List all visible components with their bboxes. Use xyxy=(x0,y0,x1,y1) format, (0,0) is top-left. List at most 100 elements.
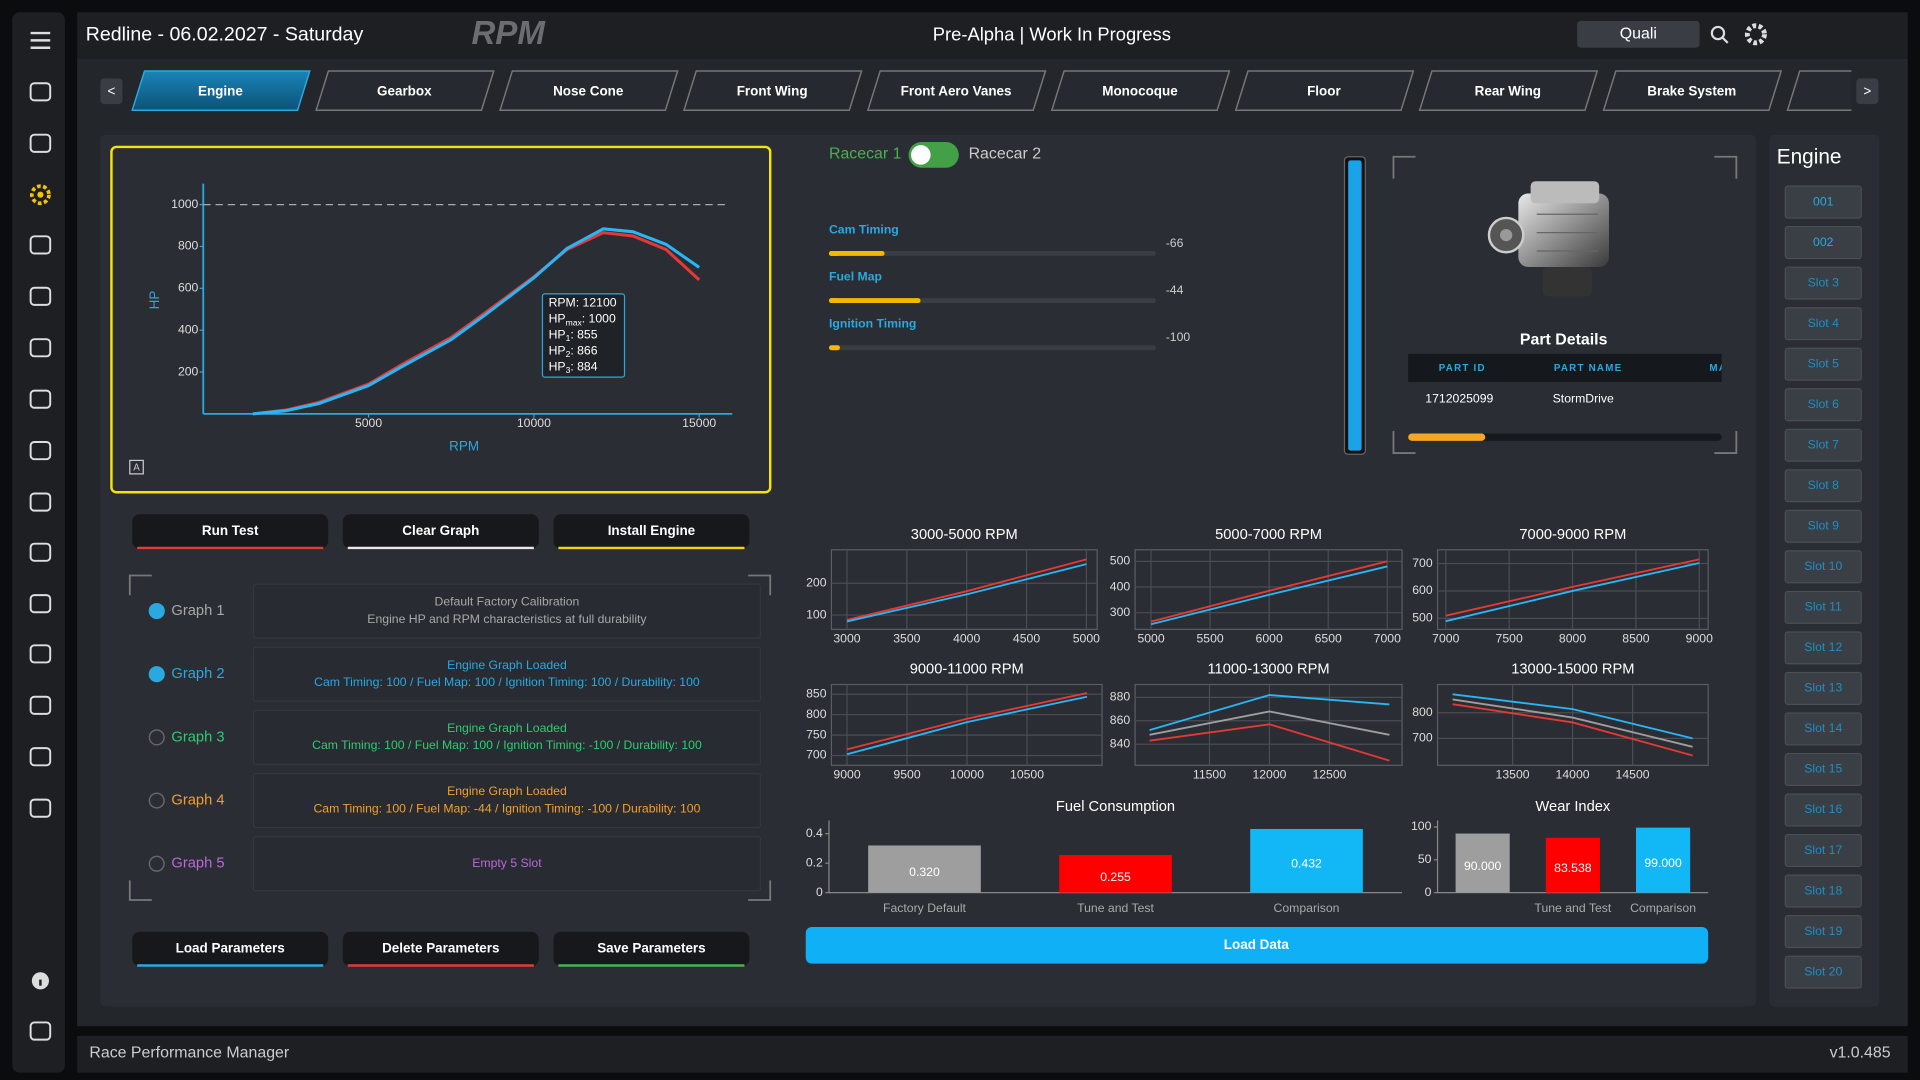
graph-radio[interactable] xyxy=(148,666,165,683)
nav-icon[interactable] xyxy=(29,82,52,102)
nav-icon[interactable] xyxy=(29,644,52,664)
nav-icon[interactable] xyxy=(29,441,52,461)
tab[interactable] xyxy=(1418,70,1599,111)
x-tick-label: Factory Default xyxy=(883,901,967,915)
series-line xyxy=(1150,560,1388,623)
tooltip-row: HP1: 855 xyxy=(549,328,598,344)
action-button[interactable] xyxy=(342,931,539,967)
action-button[interactable] xyxy=(553,931,750,967)
graph-radio[interactable] xyxy=(148,729,165,746)
slider-track[interactable] xyxy=(828,345,1156,351)
tooltip-text: : 884 xyxy=(570,360,597,374)
y-tick-label: 0.2 xyxy=(806,855,823,869)
y-tick-label: 800 xyxy=(1412,705,1433,719)
slot-button[interactable] xyxy=(1784,752,1862,787)
tab[interactable] xyxy=(499,70,679,111)
graph-description: Cam Timing: 100 / Fuel Map: 100 / Igniti… xyxy=(314,675,700,689)
slot-button[interactable] xyxy=(1784,915,1862,949)
x-tick-label: 12000 xyxy=(1252,767,1286,781)
slot-button[interactable] xyxy=(1784,874,1862,908)
tab[interactable] xyxy=(1050,70,1231,111)
tab[interactable] xyxy=(866,70,1047,111)
slot-button[interactable] xyxy=(1784,469,1862,503)
action-button[interactable] xyxy=(342,514,539,549)
slot-button[interactable] xyxy=(1784,833,1862,868)
button-label: Install Engine xyxy=(608,523,696,538)
bar xyxy=(1059,855,1172,893)
nav-icon[interactable] xyxy=(29,235,52,255)
tab[interactable] xyxy=(1234,70,1415,111)
graph-radio[interactable] xyxy=(148,792,165,809)
slot-button[interactable] xyxy=(1784,631,1862,665)
series-line xyxy=(1452,703,1693,757)
engine-block xyxy=(1518,193,1609,267)
toggle-knob[interactable] xyxy=(911,145,931,165)
series-line xyxy=(846,695,1088,756)
slider-value: -66 xyxy=(1166,236,1184,250)
x-tick-label: 14000 xyxy=(1556,767,1590,781)
nav-icon[interactable] xyxy=(29,695,52,715)
action-button[interactable] xyxy=(132,514,329,549)
slot-button[interactable] xyxy=(1784,428,1862,462)
nav-icon[interactable] xyxy=(29,492,52,512)
slot-button[interactable] xyxy=(1784,388,1862,422)
slot-button[interactable] xyxy=(1784,671,1862,705)
nav-icon[interactable] xyxy=(29,542,52,562)
nav-icon[interactable] xyxy=(30,184,51,206)
bar xyxy=(868,845,981,893)
slot-label: Slot 20 xyxy=(1804,964,1842,978)
slot-button[interactable] xyxy=(1784,955,1862,989)
x-tick-label: 10000 xyxy=(517,416,551,430)
session-box[interactable] xyxy=(1577,20,1700,48)
slot-button[interactable] xyxy=(1784,509,1862,543)
menu-icon[interactable] xyxy=(30,31,51,49)
tooltip-text: HP xyxy=(549,360,566,374)
nav-icon[interactable] xyxy=(31,972,49,990)
slot-label: 002 xyxy=(1813,235,1834,249)
bar xyxy=(1636,827,1691,893)
slot-button[interactable] xyxy=(1784,347,1862,381)
footer-version: v1.0.485 xyxy=(1830,1044,1891,1061)
graph-radio[interactable] xyxy=(148,602,165,620)
y-tick-label: 100 xyxy=(1411,819,1432,833)
tab[interactable] xyxy=(315,70,495,111)
action-button[interactable] xyxy=(553,514,750,549)
slot-button[interactable] xyxy=(1784,307,1862,341)
slot-button[interactable] xyxy=(1784,185,1862,219)
action-button[interactable] xyxy=(132,931,329,967)
tab[interactable] xyxy=(683,70,863,111)
slot-button[interactable] xyxy=(1784,590,1862,624)
slot-button[interactable] xyxy=(1784,266,1862,300)
tab-next[interactable] xyxy=(1856,78,1879,105)
tab[interactable] xyxy=(1786,70,1920,111)
graph-radio[interactable] xyxy=(148,855,165,872)
slot-button[interactable] xyxy=(1784,550,1862,584)
settings-icon[interactable] xyxy=(1744,23,1767,46)
tab[interactable] xyxy=(131,70,311,111)
icon-shape xyxy=(29,747,52,767)
slot-button[interactable] xyxy=(1784,226,1862,260)
load-data-button[interactable] xyxy=(805,926,1709,964)
search-icon[interactable] xyxy=(1710,25,1729,44)
nav-icon[interactable] xyxy=(29,798,52,818)
tab[interactable] xyxy=(1602,70,1783,111)
slider-track[interactable] xyxy=(828,251,1156,256)
nav-icon[interactable] xyxy=(29,594,52,614)
nav-icon[interactable] xyxy=(29,1021,52,1041)
nav-icon[interactable] xyxy=(29,747,52,767)
gear-teeth xyxy=(1744,23,1767,46)
slot-button[interactable] xyxy=(1784,712,1862,746)
slot-label: Slot 6 xyxy=(1808,397,1839,411)
button-label: Delete Parameters xyxy=(382,941,499,956)
icon-shape xyxy=(29,286,52,306)
x-tick-label: 12500 xyxy=(1312,767,1346,781)
nav-icon[interactable] xyxy=(29,133,52,153)
nav-icon[interactable] xyxy=(29,389,52,409)
nav-icon[interactable] xyxy=(29,338,52,358)
slot-button[interactable] xyxy=(1784,793,1862,827)
tab-prev[interactable] xyxy=(100,78,123,105)
x-tick-label: 7000 xyxy=(1432,631,1459,645)
corner xyxy=(748,880,772,901)
bar-value-label: 99.000 xyxy=(1644,856,1682,870)
nav-icon[interactable] xyxy=(29,286,52,306)
